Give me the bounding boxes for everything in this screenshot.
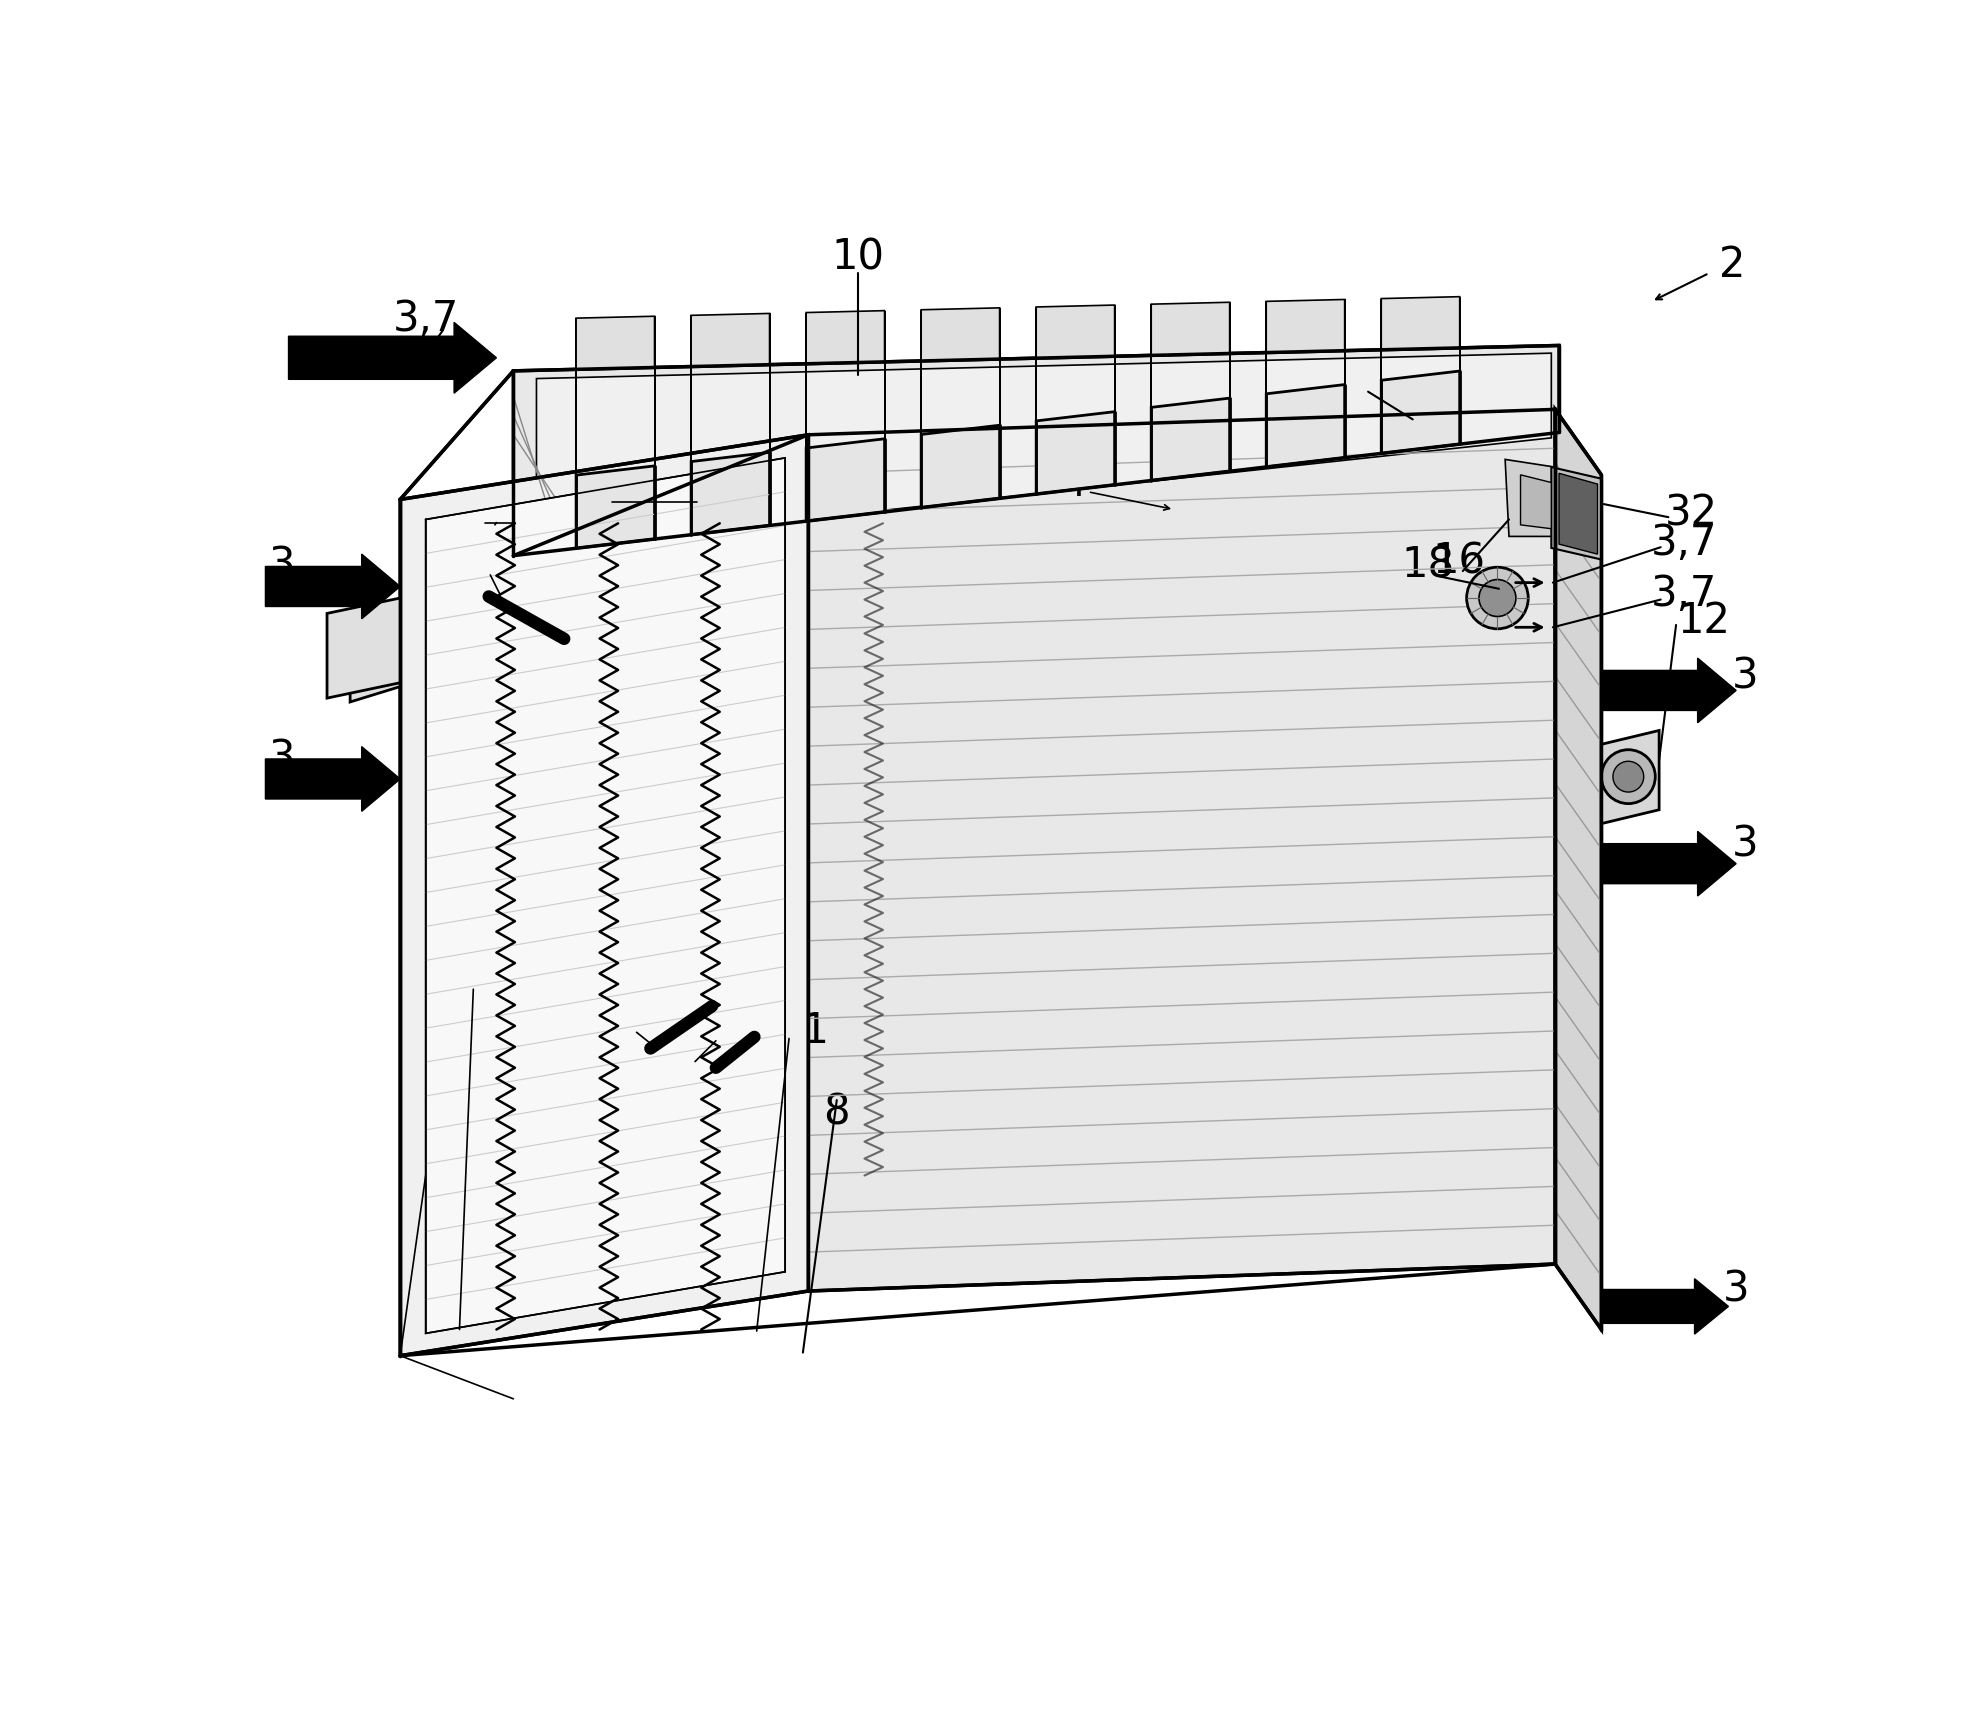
Polygon shape: [577, 317, 655, 370]
Text: 18: 18: [1402, 544, 1455, 587]
Polygon shape: [537, 352, 1551, 548]
Polygon shape: [1559, 474, 1598, 554]
Circle shape: [1602, 749, 1655, 804]
Text: 3: 3: [269, 544, 296, 587]
Text: 2: 2: [1720, 245, 1745, 286]
Polygon shape: [1151, 399, 1230, 481]
Polygon shape: [288, 322, 496, 394]
Text: 12: 12: [1677, 601, 1730, 642]
Text: 6: 6: [677, 1051, 704, 1093]
Polygon shape: [351, 602, 400, 702]
Polygon shape: [806, 438, 884, 522]
Polygon shape: [1506, 460, 1555, 537]
Polygon shape: [690, 452, 769, 536]
Polygon shape: [1555, 409, 1602, 1329]
Text: 32: 32: [1665, 493, 1718, 534]
Polygon shape: [690, 313, 769, 366]
Polygon shape: [1520, 476, 1551, 529]
Text: 3,7: 3,7: [1651, 573, 1718, 616]
Polygon shape: [922, 308, 1000, 361]
Polygon shape: [1551, 467, 1602, 559]
Text: 3: 3: [1724, 1268, 1749, 1311]
Polygon shape: [1035, 305, 1114, 358]
Text: 4: 4: [1063, 469, 1086, 505]
Text: 10: 10: [831, 236, 884, 279]
Text: 11: 11: [686, 472, 739, 515]
Polygon shape: [1602, 1278, 1728, 1335]
Polygon shape: [426, 459, 784, 1333]
Text: 3: 3: [1732, 823, 1759, 866]
Polygon shape: [400, 435, 808, 1355]
Text: 9: 9: [573, 755, 598, 796]
Text: 3,7: 3,7: [1651, 522, 1718, 563]
Polygon shape: [577, 465, 655, 548]
Text: 11: 11: [451, 958, 504, 1001]
Text: 5: 5: [618, 1003, 645, 1044]
Polygon shape: [1602, 659, 1735, 722]
Polygon shape: [1381, 296, 1459, 349]
Circle shape: [1614, 761, 1643, 792]
Polygon shape: [1602, 832, 1735, 897]
Polygon shape: [1381, 371, 1459, 453]
Polygon shape: [1602, 731, 1659, 823]
Circle shape: [1479, 580, 1516, 616]
Polygon shape: [327, 599, 400, 698]
Text: 3: 3: [1732, 655, 1759, 698]
Polygon shape: [1035, 412, 1114, 494]
Text: 3: 3: [269, 737, 296, 779]
Text: 11: 11: [777, 1009, 830, 1052]
Text: 9: 9: [749, 785, 775, 826]
Text: 5: 5: [469, 544, 496, 587]
Polygon shape: [1151, 303, 1230, 356]
Text: 3,7: 3,7: [392, 298, 459, 340]
Text: 16: 16: [1432, 541, 1484, 582]
Polygon shape: [265, 746, 400, 811]
Circle shape: [1467, 568, 1528, 630]
Polygon shape: [1267, 299, 1345, 352]
Polygon shape: [1267, 385, 1345, 467]
Polygon shape: [808, 409, 1555, 1292]
Text: 14: 14: [1355, 359, 1408, 402]
Polygon shape: [806, 311, 884, 364]
Polygon shape: [265, 554, 400, 619]
Text: 11: 11: [477, 493, 529, 534]
Polygon shape: [922, 426, 1000, 508]
Polygon shape: [514, 346, 1559, 556]
Text: 8: 8: [824, 1092, 849, 1133]
